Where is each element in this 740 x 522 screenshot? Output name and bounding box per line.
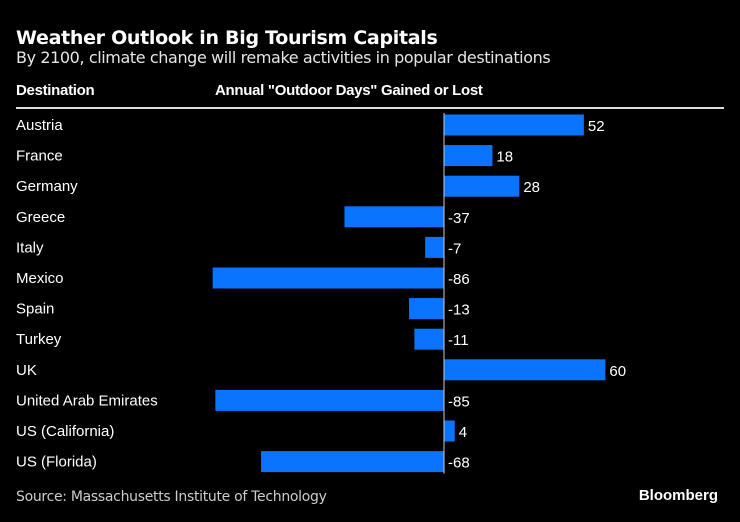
category-label: Mexico <box>16 270 64 287</box>
header-rule <box>16 107 724 109</box>
bar <box>444 420 455 442</box>
value-label: -86 <box>448 271 470 288</box>
bar <box>261 451 444 473</box>
category-label: Germany <box>16 178 78 195</box>
bar <box>425 236 444 258</box>
value-label: -13 <box>448 302 470 319</box>
category-label: UK <box>16 362 37 379</box>
bar <box>444 145 493 167</box>
category-label: Greece <box>16 209 65 226</box>
bar <box>212 267 444 289</box>
value-label: 28 <box>523 179 540 196</box>
value-label: 60 <box>609 363 626 380</box>
bar <box>344 206 444 228</box>
value-label: 4 <box>459 424 467 441</box>
category-label: US (California) <box>16 423 114 440</box>
chart-title: Weather Outlook in Big Tourism Capitals <box>16 27 438 49</box>
value-label: -85 <box>448 393 470 410</box>
bar <box>444 359 606 381</box>
category-label: US (Florida) <box>16 454 97 471</box>
bar <box>414 328 444 350</box>
category-label: Austria <box>16 117 63 134</box>
category-header: Destination <box>16 82 95 99</box>
value-label: 18 <box>496 149 513 166</box>
bar <box>444 114 584 136</box>
value-label: -7 <box>448 240 461 257</box>
value-label: 52 <box>588 118 605 135</box>
category-label: United Arab Emirates <box>16 392 158 409</box>
category-label: Italy <box>16 239 44 256</box>
bar <box>215 389 444 411</box>
category-label: Spain <box>16 301 54 318</box>
category-label: France <box>16 148 63 165</box>
bloomberg-logo: Bloomberg <box>638 487 718 504</box>
bar <box>409 298 444 320</box>
value-label: -68 <box>448 455 470 472</box>
value-label: -37 <box>448 210 470 227</box>
category-label: Turkey <box>16 331 62 348</box>
value-header: Annual "Outdoor Days" Gained or Lost <box>215 82 483 99</box>
chart-subtitle: By 2100, climate change will remake acti… <box>16 48 551 67</box>
bar <box>444 175 520 197</box>
value-label: -11 <box>448 332 469 349</box>
source-note: Source: Massachusetts Institute of Techn… <box>16 489 327 505</box>
